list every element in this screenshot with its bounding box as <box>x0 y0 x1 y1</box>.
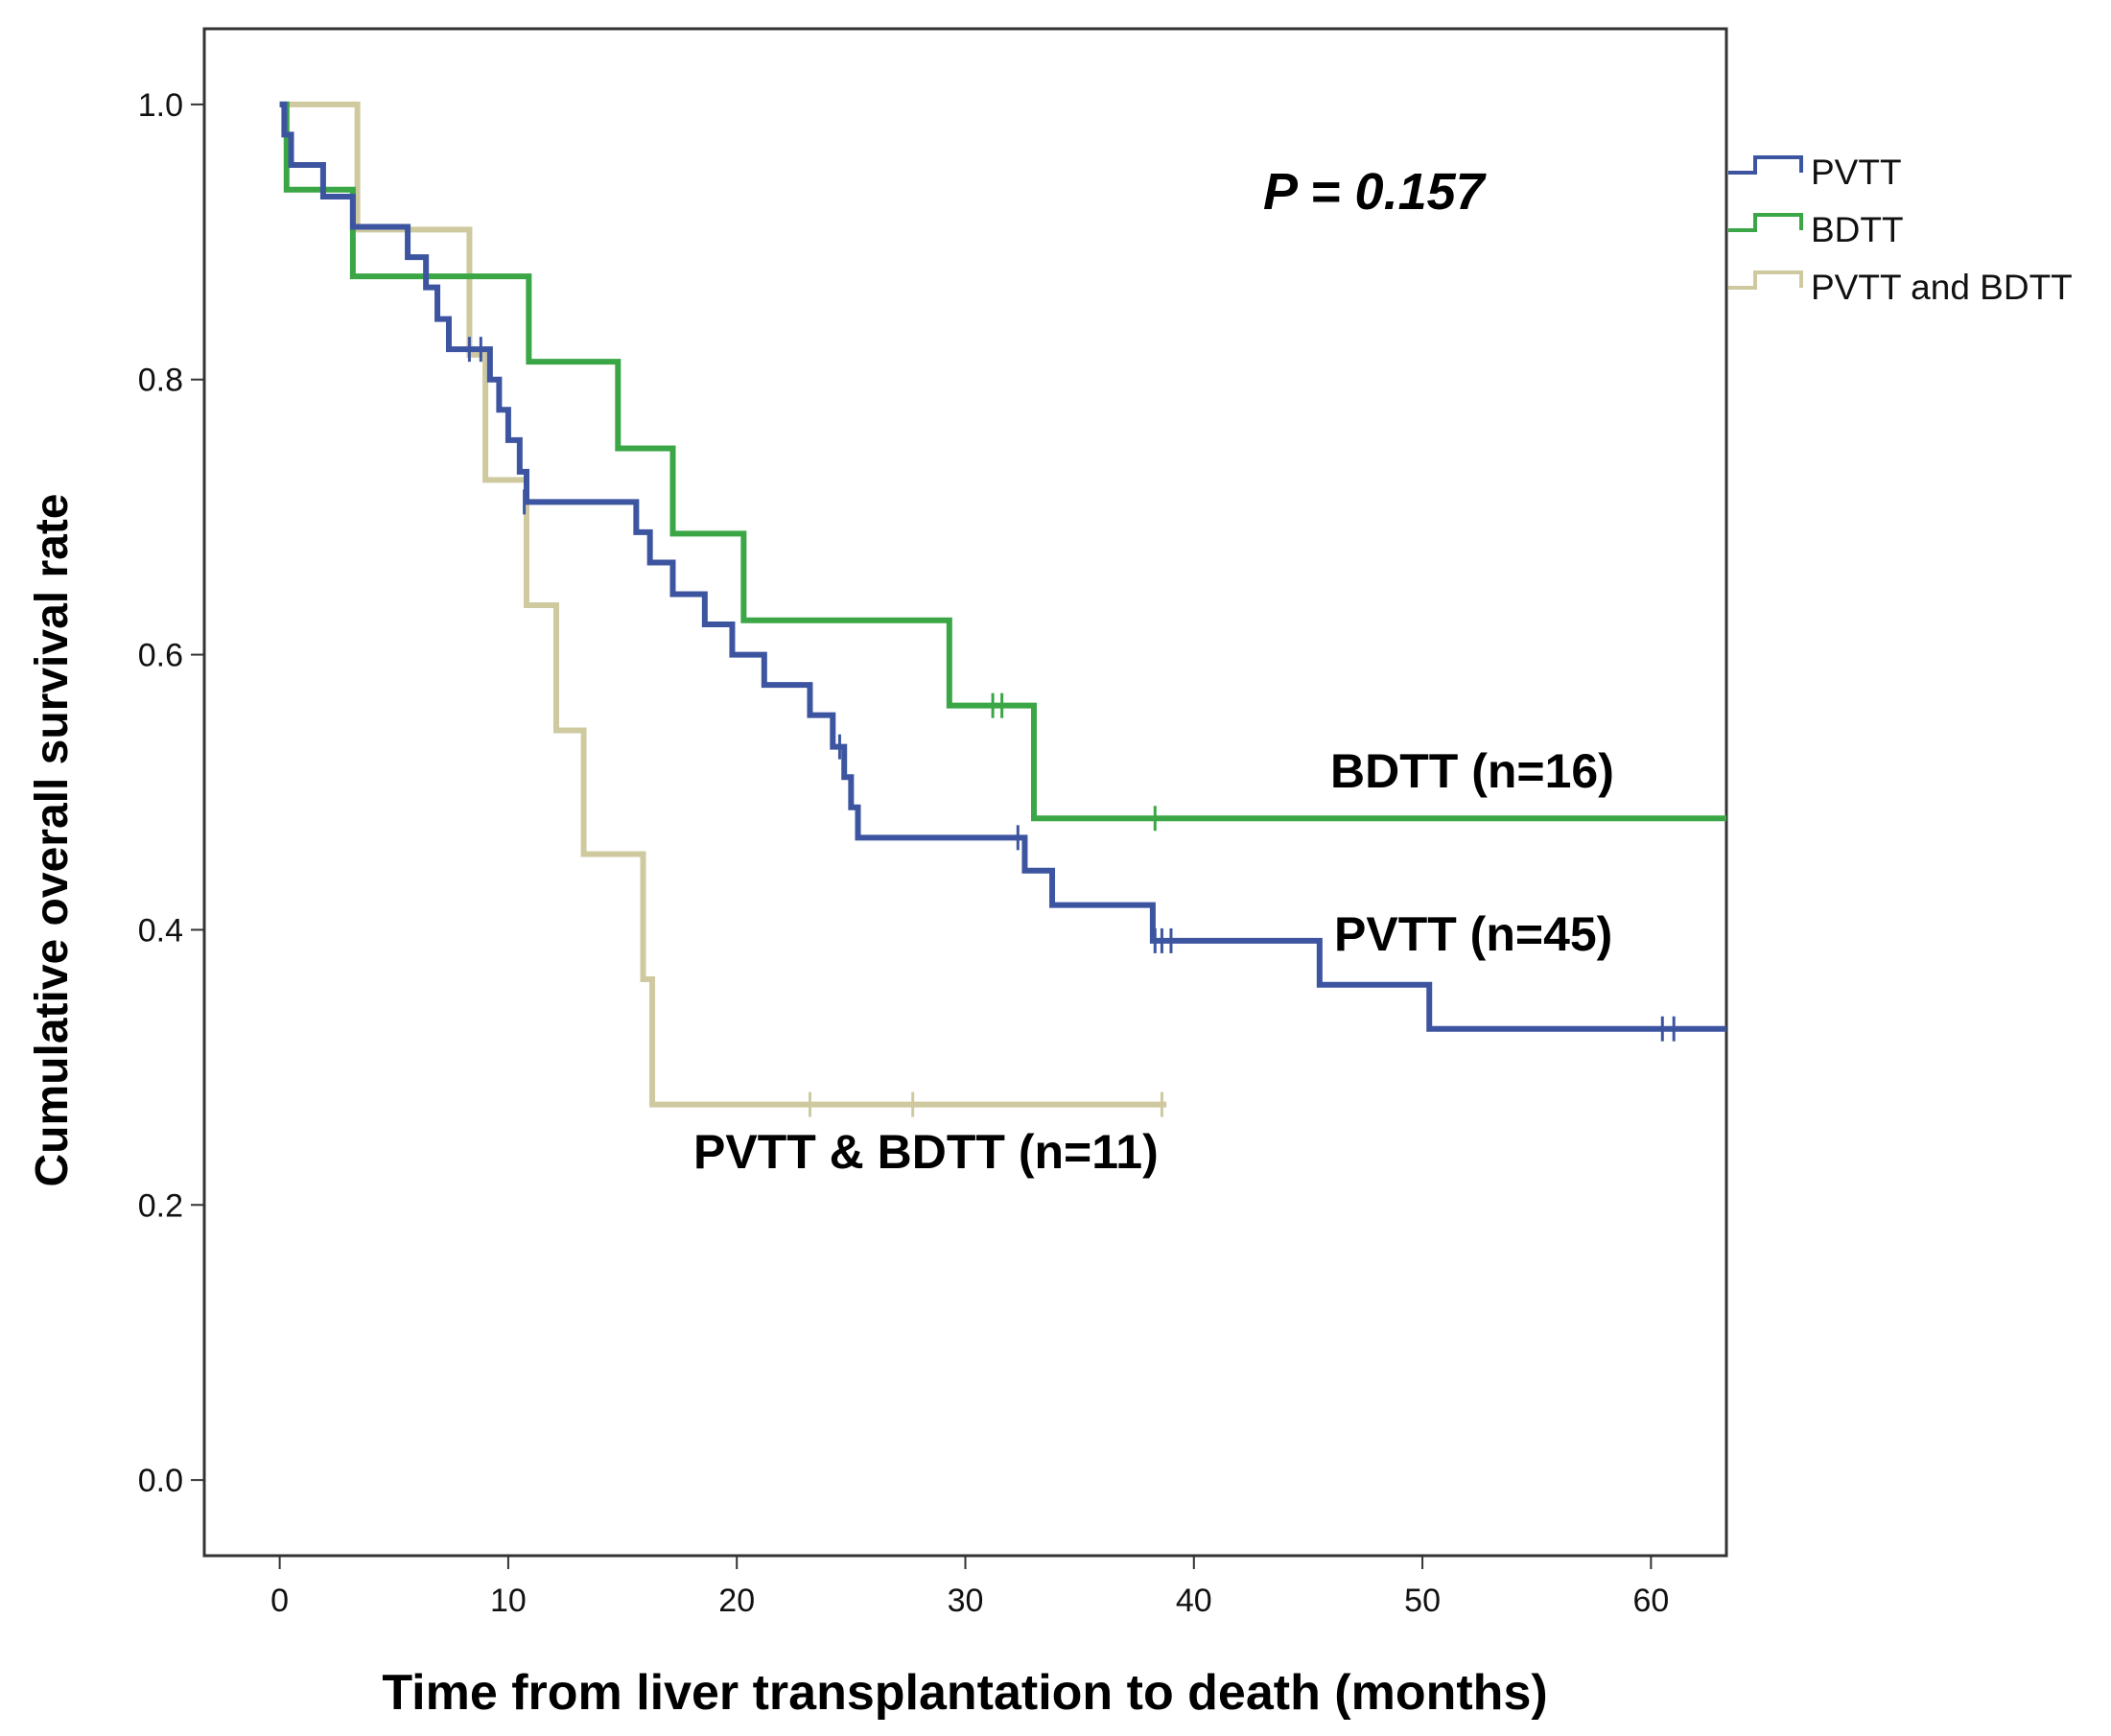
km-curve-bdtt <box>279 101 1726 822</box>
legend-swatch-bdtt <box>1728 213 1803 232</box>
y-tick-label: 0.8 <box>138 363 183 399</box>
y-tick-label: 1.0 <box>138 87 183 124</box>
y-tick-label: 0.0 <box>138 1463 183 1499</box>
x-axis-title: Time from liver transplantation to death… <box>382 1665 1547 1721</box>
y-tick-labels: 0.0 0.2 0.4 0.6 0.8 1.0 <box>138 87 183 1499</box>
series-label-bdtt: BDTT (n=16) <box>1330 744 1614 798</box>
km-curve-pvtt-and-bdtt <box>279 101 1167 1108</box>
survival-curves <box>279 101 1726 1108</box>
series-label-pvtt-bdtt: PVTT & BDTT (n=11) <box>693 1125 1159 1179</box>
plot-frame <box>202 27 1728 1558</box>
x-tick-labels: 0 10 20 30 40 50 60 <box>270 1583 1669 1619</box>
km-curve-pvtt <box>279 101 1726 1032</box>
legend-swatch-pvtt <box>1728 155 1803 175</box>
p-value-annotation: P = 0.157 <box>1263 163 1488 221</box>
legend-label-bdtt: BDTT <box>1811 210 1904 249</box>
y-tick-label: 0.6 <box>138 638 183 674</box>
x-tick-label: 20 <box>718 1583 755 1619</box>
x-tick-label: 50 <box>1404 1583 1441 1619</box>
x-tick-label: 60 <box>1632 1583 1669 1619</box>
y-tick-label: 0.4 <box>138 912 183 949</box>
series-label-pvtt: PVTT (n=45) <box>1334 907 1612 961</box>
y-tick-label: 0.2 <box>138 1187 183 1224</box>
legend-label-pvtt-bdtt: PVTT and BDTT <box>1811 268 2073 307</box>
x-tick-label: 0 <box>270 1583 289 1619</box>
y-axis-title: Cumulative overall survival rate <box>27 494 78 1187</box>
x-tick-label: 40 <box>1176 1583 1212 1619</box>
axis-ticks <box>191 103 1653 1569</box>
legend: PVTT BDTT PVTT and BDTT <box>1728 152 2073 307</box>
legend-label-pvtt: PVTT <box>1811 152 1902 192</box>
censor-marks <box>467 337 1676 1117</box>
x-tick-label: 30 <box>948 1583 984 1619</box>
x-tick-label: 10 <box>490 1583 527 1619</box>
legend-swatch-pvtt-bdtt <box>1728 270 1803 290</box>
